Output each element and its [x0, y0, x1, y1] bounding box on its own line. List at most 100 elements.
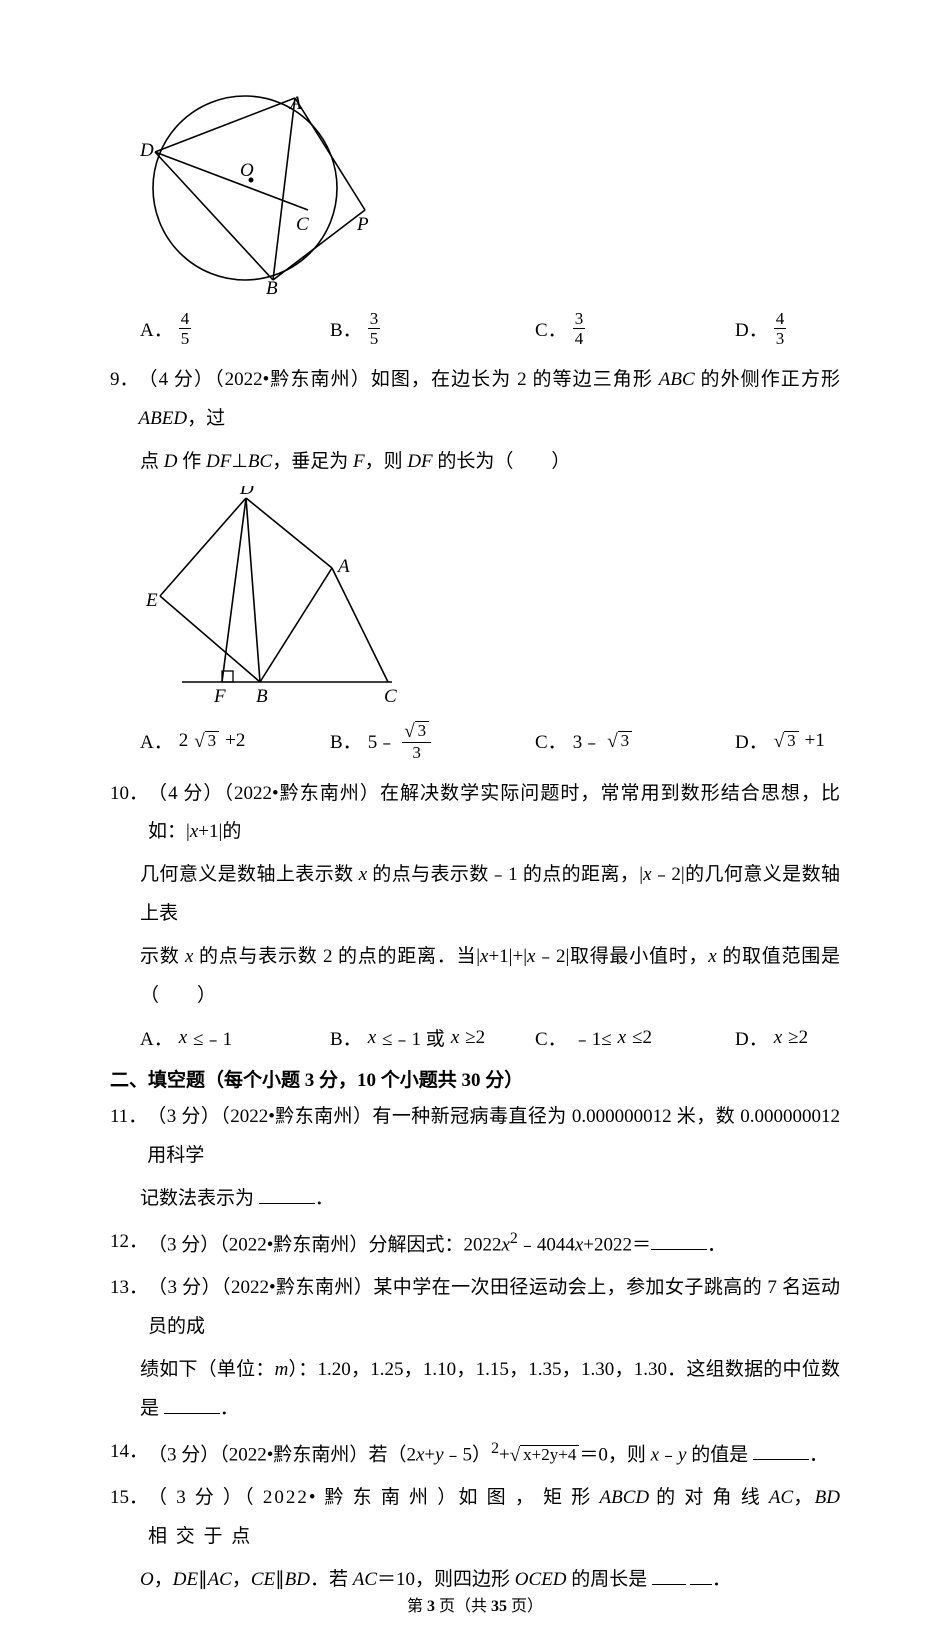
q13-m: m	[275, 1359, 289, 1380]
footer-c: 页）	[507, 1598, 543, 1615]
q10-number: 10．	[110, 775, 148, 853]
q12-blank	[651, 1230, 707, 1250]
svg-text:D: D	[140, 140, 154, 161]
svg-text:P: P	[356, 214, 369, 235]
q11-line1: 11． （3 分）（2022•黔东南州）有一种新冠病毒直径为 0.0000000…	[110, 1098, 840, 1176]
q12-stem-a: 分解因式：2022	[368, 1234, 501, 1255]
q8-choice-d: D． 43	[735, 310, 786, 347]
q15-par2: ∥	[275, 1569, 285, 1590]
q15-bd2: BD	[285, 1569, 310, 1590]
q14-stem-c: +	[499, 1444, 510, 1465]
q8c-den: 4	[573, 329, 586, 347]
svg-text:C: C	[384, 686, 397, 706]
q11-blank	[259, 1184, 315, 1204]
q14-stem-d: ＝0，则	[579, 1444, 650, 1465]
q14-stem-a: 若（2	[368, 1444, 416, 1465]
exam-page: D A B C P O A． 45 B． 35 C． 34 D． 43 9． （…	[0, 0, 950, 1644]
svg-text:F: F	[213, 686, 226, 706]
q10-l2: 几何意义是数轴上表示数	[140, 864, 359, 885]
q8-choice-b: B． 35	[330, 310, 535, 347]
q15-de: DE	[173, 1569, 198, 1590]
q15-l2b: ，	[232, 1569, 251, 1590]
q15-ac2: AC	[208, 1569, 232, 1590]
q9-abc: ABC	[659, 369, 695, 390]
q10b-x2: x	[451, 1027, 459, 1049]
q14-y2: y	[678, 1444, 686, 1465]
q9-stem-c: ，过	[187, 408, 225, 429]
q12-stem-c: +2022＝	[583, 1234, 651, 1255]
q9b-pre: 5﹣	[368, 727, 397, 754]
q8-diagram: D A B C P O	[140, 90, 840, 300]
q10a-post: ≤﹣1	[193, 1024, 232, 1051]
q14-x2: x	[651, 1444, 659, 1465]
q9b-den: 3	[410, 743, 423, 761]
q10-choice-a: A．x≤﹣1	[140, 1024, 330, 1051]
q15-l2d: ＝10，则四边形	[377, 1569, 515, 1590]
q15-ac: AC	[769, 1487, 793, 1508]
q13-line1: 13． （3 分）（2022•黔东南州）某中学在一次田径运动会上，参加女子跳高的…	[110, 1269, 840, 1347]
q9a-rad: 3	[205, 731, 220, 751]
q8b-num: 3	[368, 310, 381, 329]
q10-choices: A．x≤﹣1 B．x≤﹣1 或 x≥2 C．﹣1≤x≤2 D．x≥2	[140, 1024, 840, 1051]
q9-BC: BC	[248, 451, 272, 472]
q9c-pre: 3﹣	[573, 727, 602, 754]
q12-x: x	[501, 1234, 509, 1255]
q15-stem-b: 的 对 角 线	[649, 1487, 769, 1508]
q13-blank	[164, 1394, 220, 1414]
q10-abs3c: ﹣2|	[535, 946, 569, 967]
q10-choice-c: C．﹣1≤x≤2	[535, 1024, 735, 1051]
q9-diagram: D A E F B C	[140, 486, 840, 711]
svg-text:E: E	[145, 590, 158, 611]
q9-l2a: 点	[140, 451, 164, 472]
svg-text:A: A	[336, 556, 350, 577]
q15-par1: ∥	[198, 1569, 208, 1590]
q13-number: 13．	[110, 1269, 148, 1347]
q14-source: （2022•黔东南州）	[219, 1444, 368, 1465]
section2-heading: 二、填空题（每个小题 3 分，10 个小题共 30 分）	[110, 1065, 840, 1092]
q10-choice-d: D．x≥2	[735, 1024, 808, 1051]
q11-source: （2022•黔东南州）	[220, 1106, 372, 1127]
q13-line2: 绩如下（单位：m）：1.20，1.25，1.10，1.15，1.35，1.30，…	[110, 1351, 840, 1429]
q14-x1: x	[416, 1444, 424, 1465]
q9-line2: 点 D 作 DF⊥BC，垂足为 F，则 DF 的长为（ ）	[110, 443, 840, 482]
q10a-x: x	[179, 1027, 187, 1049]
q9-choice-d: D． √3+1	[735, 721, 825, 761]
q10-l2b: 的点与表示数﹣1 的点的距离，	[367, 864, 639, 885]
q14-line1: 14． （3 分）（2022•黔东南州）若（2x+y﹣5）2+√x+2y+4＝0…	[110, 1433, 840, 1475]
q15-line1: 15． （ 3 分 ）（ 2022• 黔 东 南 州 ）如 图 ， 矩 形 AB…	[110, 1479, 840, 1557]
q10-stem-b: 的	[222, 821, 241, 842]
q9c-rad: 3	[618, 731, 633, 751]
svg-text:B: B	[256, 686, 268, 706]
q9b-radnum: 3	[415, 721, 430, 741]
q10-line1: 10． （4 分）（2022•黔东南州）在解决数学实际问题时，常常用到数形结合思…	[110, 775, 840, 853]
q9d-post: +1	[805, 730, 825, 752]
q8a-num: 4	[179, 310, 192, 329]
q10d-x: x	[774, 1027, 782, 1049]
footer-pg: 3	[427, 1598, 435, 1615]
q9-perp: ⊥	[231, 451, 248, 472]
footer-b: 页（共	[435, 1598, 491, 1615]
svg-text:O: O	[240, 160, 254, 181]
q14-number: 14．	[110, 1433, 148, 1475]
q9-line1: 9． （4 分）（2022•黔东南州）如图，在边长为 2 的等边三角形 ABC …	[110, 361, 840, 439]
q10c-x: x	[618, 1027, 626, 1049]
q8-choice-a: A． 45	[140, 310, 330, 347]
q9-F: F	[353, 451, 365, 472]
q11-line2: 记数法表示为 ．	[110, 1180, 840, 1219]
q9-choices: A． 2√3+2 B． 5﹣ √3 3 C． 3﹣√3 D． √3+1	[140, 721, 840, 761]
q9-choice-b: B． 5﹣ √3 3	[330, 721, 535, 761]
q9-DF2: DF	[407, 451, 432, 472]
q12-period: ．	[707, 1234, 726, 1255]
q9-abed: ABED	[139, 408, 188, 429]
q9-l2c: ，垂足为	[272, 451, 353, 472]
q10-abs2b: ﹣2|	[652, 864, 685, 885]
q14-minus: ﹣	[659, 1444, 678, 1465]
svg-text:A: A	[288, 93, 302, 114]
q8-choice-c: C． 34	[535, 310, 735, 347]
q9-points: （4 分）	[139, 369, 215, 390]
svg-text:D: D	[239, 486, 254, 499]
q15-O: O	[140, 1569, 154, 1590]
q15-abcd: ABCD	[600, 1487, 650, 1508]
page-footer: 第 3 页（共 35 页）	[0, 1592, 950, 1616]
q9-DF: DF	[206, 451, 231, 472]
